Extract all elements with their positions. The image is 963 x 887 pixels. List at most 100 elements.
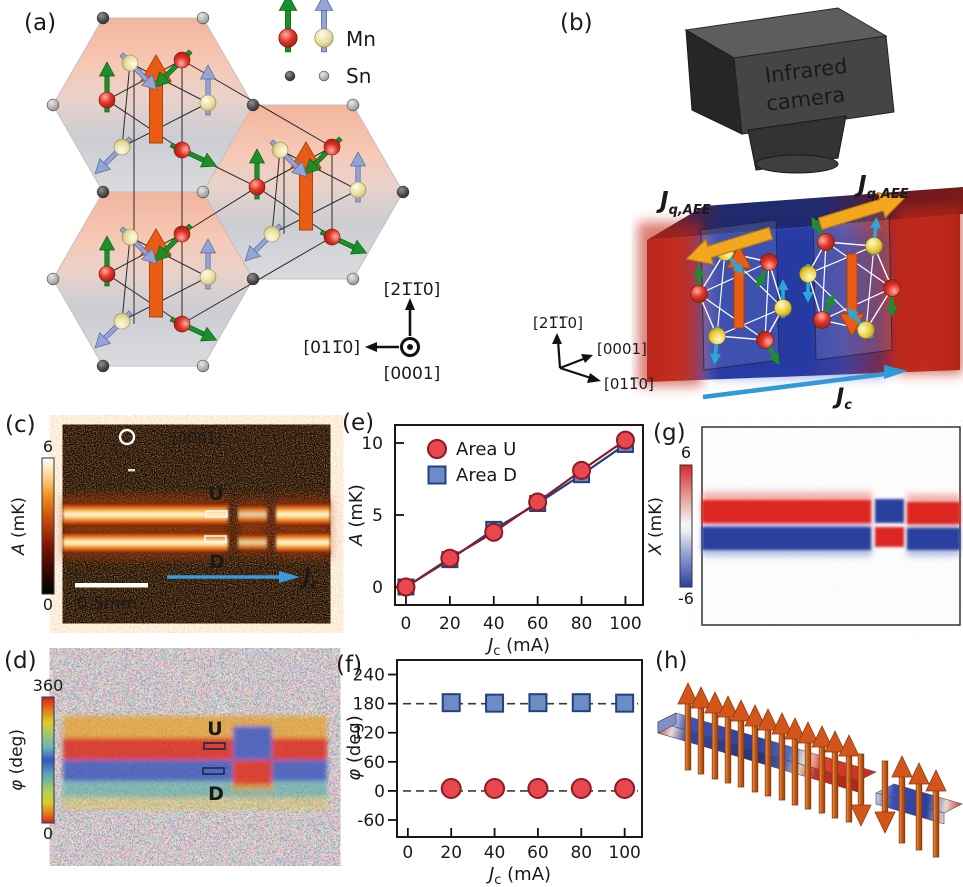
axis-up-label: [21̅1̅0] <box>384 280 441 300</box>
data-point-circle <box>484 778 506 800</box>
area-d-marker <box>204 535 227 543</box>
yaxis-label-e: A (mK) <box>346 484 367 546</box>
x-tick-label: 100 <box>609 614 641 634</box>
colorbar-c-min: 0 <box>43 595 53 614</box>
xaxis-label-e: Jc (mA) <box>485 635 550 659</box>
data-point-circle <box>570 778 592 800</box>
panel-g-label: (g) <box>653 420 686 446</box>
panel-c: (c) [0001] U D 0.5mm Jc 6 0 A (mK) <box>5 412 331 624</box>
axis-b-right-label: [011̅0] <box>604 375 654 393</box>
area-u-label: U <box>208 483 223 505</box>
crystal-axes-b: [21̅1̅0] [0001] [011̅0] <box>533 314 654 393</box>
colorbar-c-max: 6 <box>43 437 53 456</box>
data-point-square <box>615 693 635 713</box>
temperature-modulation-image <box>701 426 961 626</box>
x-tick-label: 40 <box>484 843 506 863</box>
data-point-square <box>528 693 548 713</box>
y-tick-label: 5 <box>372 506 383 526</box>
moment-arrows-up-right <box>891 755 947 858</box>
x-tick-label: 20 <box>440 843 462 863</box>
heat-current-arrow-left-icon <box>685 226 774 266</box>
colorbar-d-min: 0 <box>43 824 53 843</box>
data-point-circle <box>440 548 460 568</box>
lockin-phase-image: U D <box>62 657 328 857</box>
panel-a: (a) Mn Sn <box>24 0 440 384</box>
charge-current-arrow <box>702 370 894 400</box>
x-tick-label: 0 <box>402 843 413 863</box>
sn-light-atom-icon <box>318 70 330 82</box>
data-point-square <box>571 693 591 713</box>
panel-d: (d) U D 360 0 φ (deg) <box>4 648 328 857</box>
colorbar-c: 6 0 A (mK) <box>9 437 55 614</box>
y-tick-label: 10 <box>361 434 383 454</box>
data-point-square <box>485 693 505 713</box>
x-tick-label: 60 <box>527 843 549 863</box>
axis-left-label: [011̅0] <box>303 338 360 358</box>
domain-schematic <box>657 682 963 858</box>
panel-e: (e) 0 20 40 60 80 100 0 5 10 Area U Area D Jc (mA)… <box>342 410 644 659</box>
x-tick-label: 100 <box>608 843 640 863</box>
legend-marker <box>427 465 447 485</box>
x-tick-label: 80 <box>570 843 592 863</box>
x-tick-label: 80 <box>571 614 593 634</box>
area-u-label: U <box>207 718 222 740</box>
y-tick-label: 120 <box>353 724 385 744</box>
axis-left-arrowhead <box>365 342 377 352</box>
yaxis-label-f: φ (deg) <box>344 715 365 781</box>
moment-arrows-up <box>677 682 860 823</box>
axis-b-up-label: [21̅1̅0] <box>533 314 583 332</box>
legend-label: Area D <box>456 465 517 486</box>
data-point-circle <box>528 492 548 512</box>
legend-a: Mn Sn <box>278 0 376 88</box>
x-tick-label: 0 <box>401 614 412 634</box>
data-point-circle <box>572 460 592 480</box>
infrared-camera: Infrared camera <box>684 7 895 174</box>
area-d-marker <box>202 767 225 775</box>
scale-bar <box>75 583 148 588</box>
mn-up-spin-icon <box>278 0 298 53</box>
lockin-amplitude-image: [0001] U D 0.5mm Jc <box>62 424 331 624</box>
colorbar-d-max: 360 <box>33 676 64 695</box>
colorbar-g-max: 6 <box>681 443 691 462</box>
heat-current-label-right: Jq,AEE <box>854 172 909 202</box>
y-tick-label: 60 <box>363 753 385 773</box>
panel-d-label: (d) <box>4 648 37 674</box>
y-tick-label: 0 <box>374 782 385 802</box>
colorbar-g-title: X (mK) <box>646 497 666 556</box>
xaxis-label-f: Jc (mA) <box>486 864 551 887</box>
data-point-circle <box>614 778 636 800</box>
y-tick-label: 0 <box>372 578 383 598</box>
out-of-plane-symbol-icon <box>118 428 136 446</box>
legend-marker <box>427 439 447 459</box>
sn-dark-atom-icon <box>284 70 296 82</box>
panel-e-label: (e) <box>342 410 374 436</box>
colorbar-g-min: -6 <box>678 589 694 608</box>
x-tick-label: 40 <box>483 614 505 634</box>
panel-a-label: (a) <box>24 10 56 36</box>
colorbar-c-title: A (mK) <box>9 497 29 556</box>
tick-mark <box>128 469 135 472</box>
colorbar-g: 6 -6 X (mK) <box>646 443 694 608</box>
camera-lens-icon <box>755 154 839 174</box>
chart-e-content: 0 20 40 60 80 100 0 5 10 Area U Area D <box>361 430 642 634</box>
area-u-marker <box>205 510 228 518</box>
panel-g: (g) 6 -6 X (mK) <box>646 420 961 626</box>
data-point-circle <box>440 778 462 800</box>
panel-b: (b) Infrared camera Jq,AEE Jq,AEE Jc <box>533 7 963 413</box>
plot-frame-f <box>396 659 643 838</box>
mn-down-spin-icon <box>314 0 334 53</box>
heat-current-label-left: Jq,AEE <box>656 188 711 218</box>
panel-b-label: (b) <box>560 10 593 36</box>
panel-h-label: (h) <box>655 648 688 674</box>
y-tick-label: 240 <box>353 666 385 686</box>
scale-bar-label: 0.5mm <box>77 594 137 614</box>
x-tick-label: 20 <box>439 614 461 634</box>
area-d-label: D <box>208 783 224 805</box>
data-point-circle <box>615 430 635 450</box>
axis-b-diag-label: [0001] <box>597 340 647 358</box>
crystal-axis-label: [0001] <box>172 429 222 447</box>
x-tick-label: 60 <box>527 614 549 634</box>
panel-f-label: (f) <box>336 652 362 678</box>
